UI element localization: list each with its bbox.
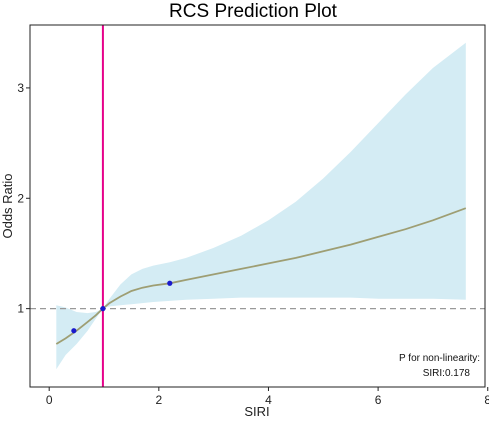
data-points (71, 280, 173, 334)
x-tick-label: 8 (484, 393, 489, 407)
y-tick-label: 1 (17, 302, 24, 316)
annotation-line-2: SIRI:0.178 (423, 368, 471, 379)
y-axis-ticks: 1 2 3 (17, 81, 30, 316)
annotation-line-1: P for non-linearity: (399, 353, 480, 364)
x-axis-label: SIRI (244, 404, 269, 419)
x-axis-ticks: 0 2 4 6 8 (46, 387, 489, 407)
data-point (167, 280, 173, 286)
y-tick-label: 3 (17, 81, 24, 95)
data-point (100, 306, 106, 312)
plot-frame (29, 24, 486, 388)
x-tick-label: 6 (375, 393, 382, 407)
y-tick-label: 2 (17, 191, 24, 205)
x-tick-label: 0 (46, 393, 53, 407)
x-tick-label: 2 (155, 393, 162, 407)
x-tick-label: 4 (265, 393, 272, 407)
data-point (71, 328, 77, 334)
chart-title: RCS Prediction Plot (169, 1, 338, 22)
confidence-band (56, 42, 466, 370)
y-axis-label: Odds Ratio (0, 173, 15, 238)
